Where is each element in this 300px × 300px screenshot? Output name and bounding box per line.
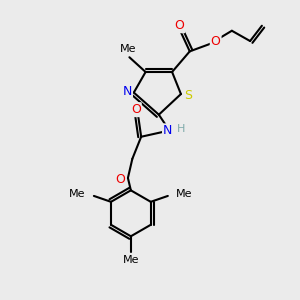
Text: Me: Me bbox=[176, 190, 193, 200]
Text: O: O bbox=[211, 35, 220, 48]
Text: O: O bbox=[131, 103, 141, 116]
Text: H: H bbox=[177, 124, 185, 134]
Text: Me: Me bbox=[123, 255, 139, 265]
Text: Me: Me bbox=[120, 44, 136, 54]
Text: N: N bbox=[123, 85, 132, 98]
Text: Me: Me bbox=[69, 190, 85, 200]
Text: O: O bbox=[175, 19, 184, 32]
Text: N: N bbox=[163, 124, 172, 137]
Text: O: O bbox=[116, 173, 125, 186]
Text: S: S bbox=[184, 89, 192, 102]
